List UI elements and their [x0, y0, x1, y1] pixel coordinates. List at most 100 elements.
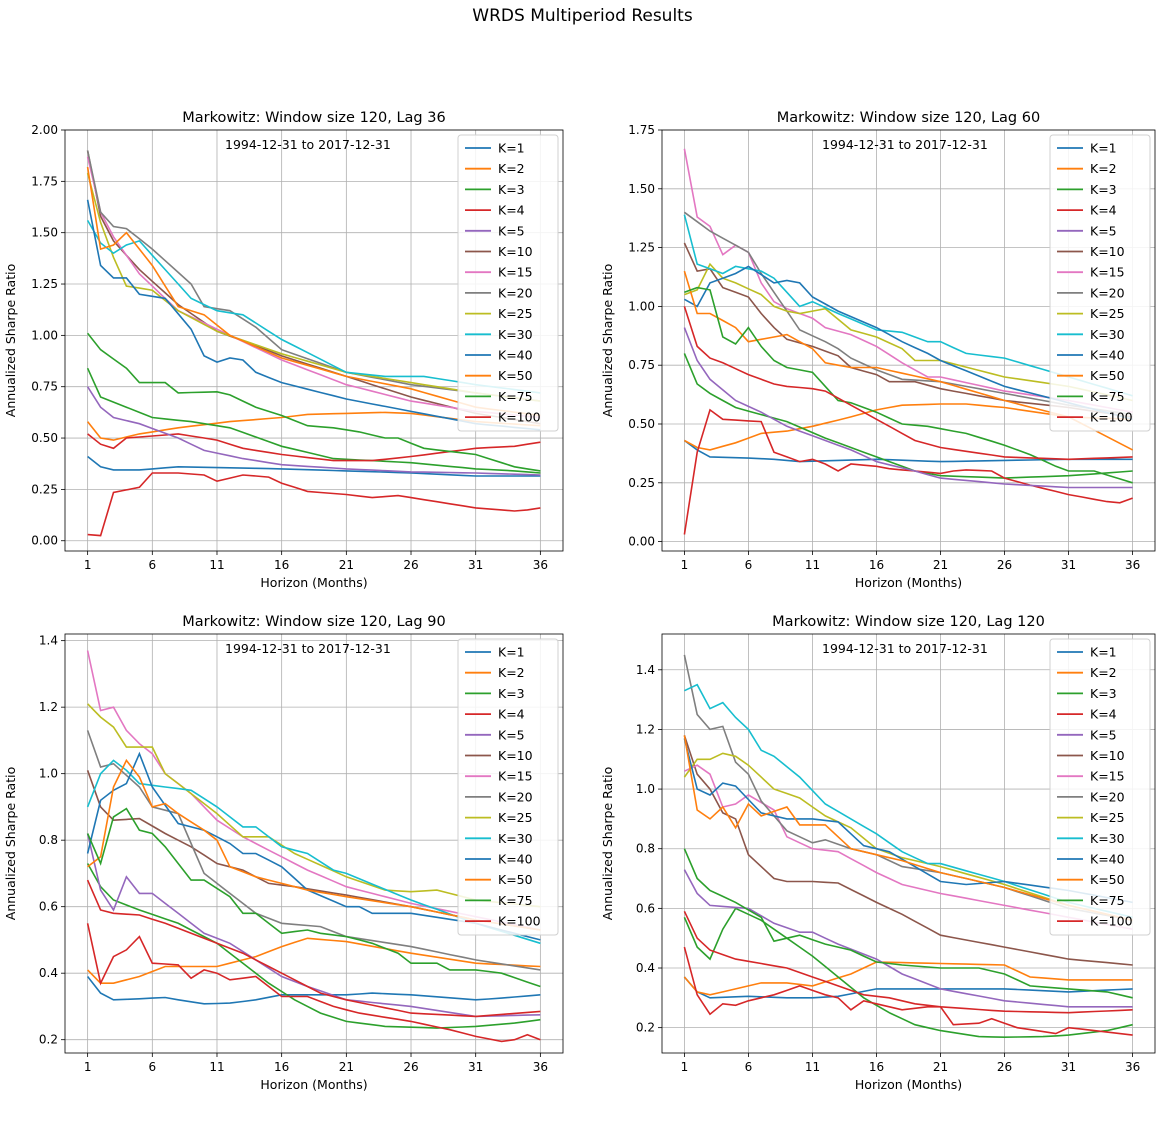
legend-label: K=3 [1090, 686, 1117, 701]
x-tick-label: 21 [933, 558, 948, 572]
x-tick-label: 26 [997, 558, 1012, 572]
legend-label: K=4 [498, 203, 525, 218]
chart-title: Markowitz: Window size 120, Lag 36 [182, 110, 445, 126]
y-tick-label: 2.00 [31, 123, 58, 137]
y-tick-label: 0.00 [628, 535, 655, 549]
legend-label: K=75 [498, 389, 533, 404]
x-tick-label: 36 [533, 1060, 548, 1074]
legend-label: K=3 [498, 182, 525, 197]
x-tick-label: 31 [468, 1060, 483, 1074]
x-tick-label: 11 [805, 558, 820, 572]
legend-label: K=4 [1090, 707, 1117, 722]
legend-label: K=75 [498, 893, 533, 908]
chart-svg: Markowitz: Window size 120, Lag 361 6 11 16… [3, 110, 564, 590]
legend-label: K=5 [1090, 727, 1117, 742]
legend-label: K=5 [498, 223, 525, 238]
legend-box [1049, 134, 1151, 432]
legend-label: K=75 [1090, 389, 1125, 404]
series-line-k10 [683, 735, 1133, 966]
x-tick-label: 26 [403, 558, 418, 572]
x-tick-label: 11 [209, 1060, 224, 1074]
series-line-k1 [683, 976, 1133, 999]
y-tick-label: 0.50 [31, 431, 58, 445]
series-line-k2 [683, 961, 1133, 996]
y-tick-label: 0.50 [628, 417, 655, 431]
series-line-k100 [87, 472, 541, 537]
legend-label: K=40 [1090, 852, 1125, 867]
legend-label: K=50 [498, 872, 533, 887]
x-tick-label: 6 [148, 1060, 156, 1074]
chart-title: Markowitz: Window size 120, Lag 60 [777, 110, 1040, 126]
x-tick-label: 16 [869, 558, 884, 572]
legend-label: K=25 [1090, 306, 1125, 321]
legend-label: K=25 [1090, 810, 1125, 825]
series-line-k100 [683, 910, 1133, 1014]
legend-label: K=2 [1090, 161, 1117, 176]
legend-label: K=2 [498, 665, 525, 680]
x-tick-label: 21 [933, 1060, 948, 1074]
figure-title: WRDS Multiperiod Results [472, 6, 693, 26]
y-tick-label: 1.00 [31, 328, 58, 342]
legend-label: K=15 [1090, 265, 1125, 280]
y-tick-label: 0.75 [628, 358, 655, 372]
x-tick-label: 36 [533, 558, 548, 572]
series-line-k1 [87, 455, 541, 477]
legend-label: K=100 [498, 410, 541, 425]
legend-label: K=30 [1090, 327, 1125, 342]
y-tick-label: 0.8 [636, 842, 655, 856]
x-tick-label: 31 [1061, 1060, 1076, 1074]
x-axis-label: Horizon (Months) [855, 575, 962, 590]
legend-label: K=100 [1090, 914, 1133, 929]
series-line-k75 [86, 807, 541, 988]
series-line-k1 [86, 976, 541, 1005]
y-tick-label: 1.50 [31, 226, 58, 240]
x-tick-label: 1 [84, 1060, 92, 1074]
legend-label: K=100 [498, 914, 541, 929]
y-tick-label: 0.75 [31, 380, 58, 394]
x-tick-label: 16 [274, 558, 289, 572]
x-tick-label: 11 [209, 558, 224, 572]
legend-label: K=1 [498, 645, 525, 660]
date-range-annotation: 1994-12-31 to 2017-12-31 [822, 641, 988, 656]
legend-box [1049, 638, 1151, 936]
date-range-annotation: 1994-12-31 to 2017-12-31 [822, 137, 988, 152]
legend-label: K=1 [1090, 141, 1117, 156]
x-tick-label: 11 [805, 1060, 820, 1074]
legend-label: K=2 [1090, 665, 1117, 680]
series-line-k3 [683, 907, 1133, 1039]
series-line-k3 [86, 863, 541, 1029]
x-tick-label: 21 [339, 1060, 354, 1074]
legend-label: K=20 [498, 789, 533, 804]
y-tick-label: 0.25 [31, 482, 58, 496]
y-tick-label: 0.25 [628, 476, 655, 490]
y-tick-label: 1.50 [628, 182, 655, 196]
legend-box [457, 638, 559, 936]
legend-label: K=1 [1090, 645, 1117, 660]
legend-label: K=15 [1090, 769, 1125, 784]
x-tick-label: 1 [84, 558, 92, 572]
x-tick-label: 16 [274, 1060, 289, 1074]
legend-label: K=50 [1090, 872, 1125, 887]
series-line-k100 [683, 306, 1133, 461]
legend-label: K=3 [498, 686, 525, 701]
legend-label: K=25 [498, 306, 533, 321]
y-tick-label: 0.6 [39, 900, 58, 914]
x-tick-label: 31 [1061, 558, 1076, 572]
legend-label: K=75 [1090, 893, 1125, 908]
legend-label: K=1 [498, 141, 525, 156]
series-line-k5 [86, 386, 541, 476]
axes-frame [64, 633, 564, 1054]
x-tick-label: 36 [1125, 558, 1140, 572]
legend-label: K=10 [1090, 244, 1125, 259]
x-tick-label: 21 [339, 558, 354, 572]
chart-panel-lag-60: Markowitz: Window size 120, Lag 60 1 6 11 16… [592, 90, 1165, 630]
series-line-k75 [684, 286, 1133, 484]
y-axis-label: Annualized Sharpe Ratio [600, 264, 615, 417]
x-axis-label: Horizon (Months) [260, 575, 367, 590]
legend-label: K=20 [1090, 789, 1125, 804]
chart-panel-lag-120: Markowitz: Window size 120, Lag 120 1 6 11 1… [592, 594, 1165, 1134]
legend-label: K=40 [498, 348, 533, 363]
series-line-k4 [683, 408, 1133, 535]
series-line-k5 [683, 869, 1133, 1008]
